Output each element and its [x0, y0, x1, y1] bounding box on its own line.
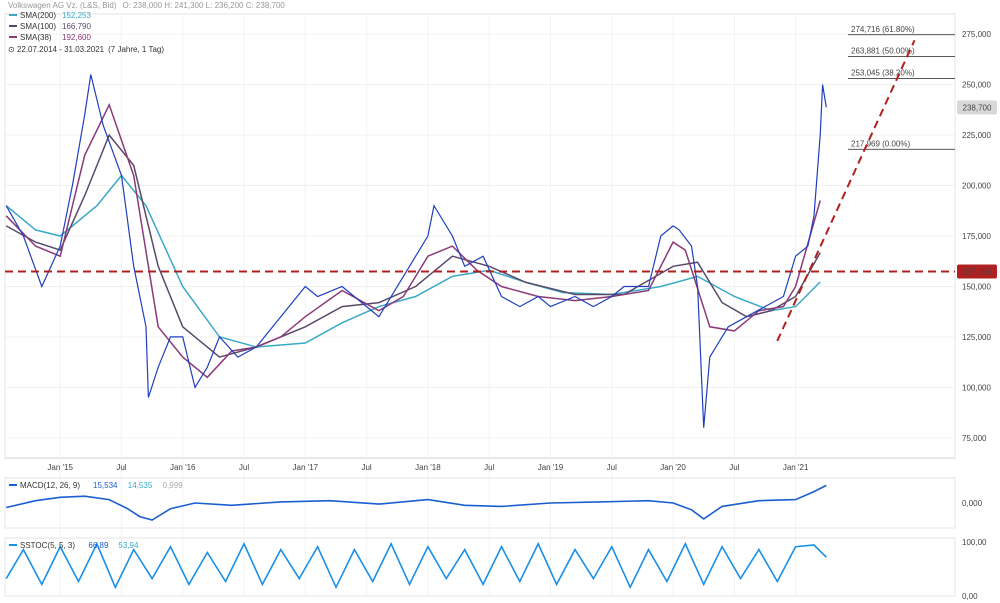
grid: [5, 14, 955, 596]
y-tick-label: 0,000: [962, 499, 983, 508]
support-price-label: 157,395: [963, 268, 992, 277]
y-tick-label: 200,000: [962, 182, 991, 191]
x-tick-label: Jul: [729, 463, 739, 472]
x-tick-label: Jan '18: [415, 463, 441, 472]
y-tick-label: 175,000: [962, 232, 991, 241]
macd-panel: 0,000 MACD(12, 26, 9) 15,534 14,535 0,999: [6, 481, 983, 521]
fib-label: 274,716 (61.80%): [851, 25, 915, 34]
legend-label: SMA(200): [20, 11, 56, 20]
support-price-tag: [957, 264, 997, 279]
x-tick-label: Jul: [239, 463, 249, 472]
x-tick-label: Jul: [484, 463, 494, 472]
legend-value: 166,790: [62, 22, 91, 31]
trend-line: [776, 39, 916, 342]
panel-legend-value: 66,89: [88, 541, 109, 550]
y-axis: 75,000 100,000 125,000 150,000 175,000 200,00…: [962, 30, 991, 443]
series-line-macd: [6, 484, 827, 521]
y-tick-label: 100,00: [962, 538, 987, 547]
date-range: ⊙ 22.07.2014 - 31.03.2021 (7 Jahre, 1 Tag…: [8, 45, 164, 54]
price-series: [5, 74, 827, 428]
y-tick-label: 250,000: [962, 81, 991, 90]
y-tick-label: 225,000: [962, 131, 991, 140]
panel-legend-value: 0,999: [163, 481, 184, 490]
x-tick-label: Jan '17: [293, 463, 319, 472]
x-tick-label: Jul: [116, 463, 126, 472]
legend-value: 152,253: [62, 11, 91, 20]
sstoc-panel-frame: [4, 537, 956, 597]
fib-label: 263,881 (50.00%): [851, 47, 915, 56]
series-line-sstoc: [5, 541, 827, 590]
macd-panel-frame: [4, 477, 956, 529]
x-axis: Jan '15 Jul Jan '16 Jul Jan '17 Jul Jan '18 Jul…: [47, 463, 809, 472]
panel-legend-value: 14,535: [128, 481, 153, 490]
sstoc-panel: 100,00 0,00 SSTOC(5, 5, 3) 66,89 53,94: [5, 538, 987, 601]
x-tick-label: Jan '16: [170, 463, 196, 472]
series-line-sma-200-: [5, 174, 821, 348]
x-tick-label: Jan '15: [47, 463, 73, 472]
y-tick-label: 100,000: [962, 383, 991, 392]
legend: SMA(200) 152,253 SMA(100) 166,790 SMA(38) 192…: [9, 11, 91, 42]
instrument-title: Volkswagen AG Vz. (L&S, Bid) O: 238,000 H…: [8, 1, 285, 10]
x-tick-label: Jan '20: [660, 463, 686, 472]
panel-title: MACD(12, 26, 9): [20, 481, 80, 490]
last-price-tag: [957, 100, 997, 115]
legend-label: SMA(100): [20, 22, 56, 31]
series-line-volkswagen-ag-vz-l-s-bid-: [5, 74, 827, 428]
x-tick-label: Jan '21: [783, 463, 809, 472]
x-tick-label: Jan '19: [538, 463, 564, 472]
y-tick-label: 150,000: [962, 282, 991, 291]
legend-value: 192,600: [62, 33, 91, 42]
fib-label: 253,045 (38.20%): [851, 68, 915, 77]
last-price-label: 238,700: [963, 103, 992, 112]
x-tick-label: Jul: [607, 463, 617, 472]
y-tick-label: 125,000: [962, 333, 991, 342]
series-line-sma-100-: [5, 133, 821, 358]
panel-legend-value: 15,534: [93, 481, 118, 490]
x-tick-label: Jul: [361, 463, 371, 472]
fibonacci-levels: 274,716 (61.80%) 263,881 (50.00%) 253,045 …: [848, 25, 955, 150]
analysis-lines: 157,395 238,700: [5, 39, 997, 342]
fib-label: 217,969 (0.00%): [851, 139, 910, 148]
y-tick-label: 75,000: [962, 434, 987, 443]
legend-label: SMA(38): [20, 33, 52, 42]
panel-title: SSTOC(5, 5, 3): [20, 541, 75, 550]
y-tick-label: 0,00: [962, 592, 978, 601]
y-tick-label: 275,000: [962, 30, 991, 39]
panel-legend-value: 53,94: [118, 541, 139, 550]
series-line-sma-38-: [5, 102, 821, 379]
